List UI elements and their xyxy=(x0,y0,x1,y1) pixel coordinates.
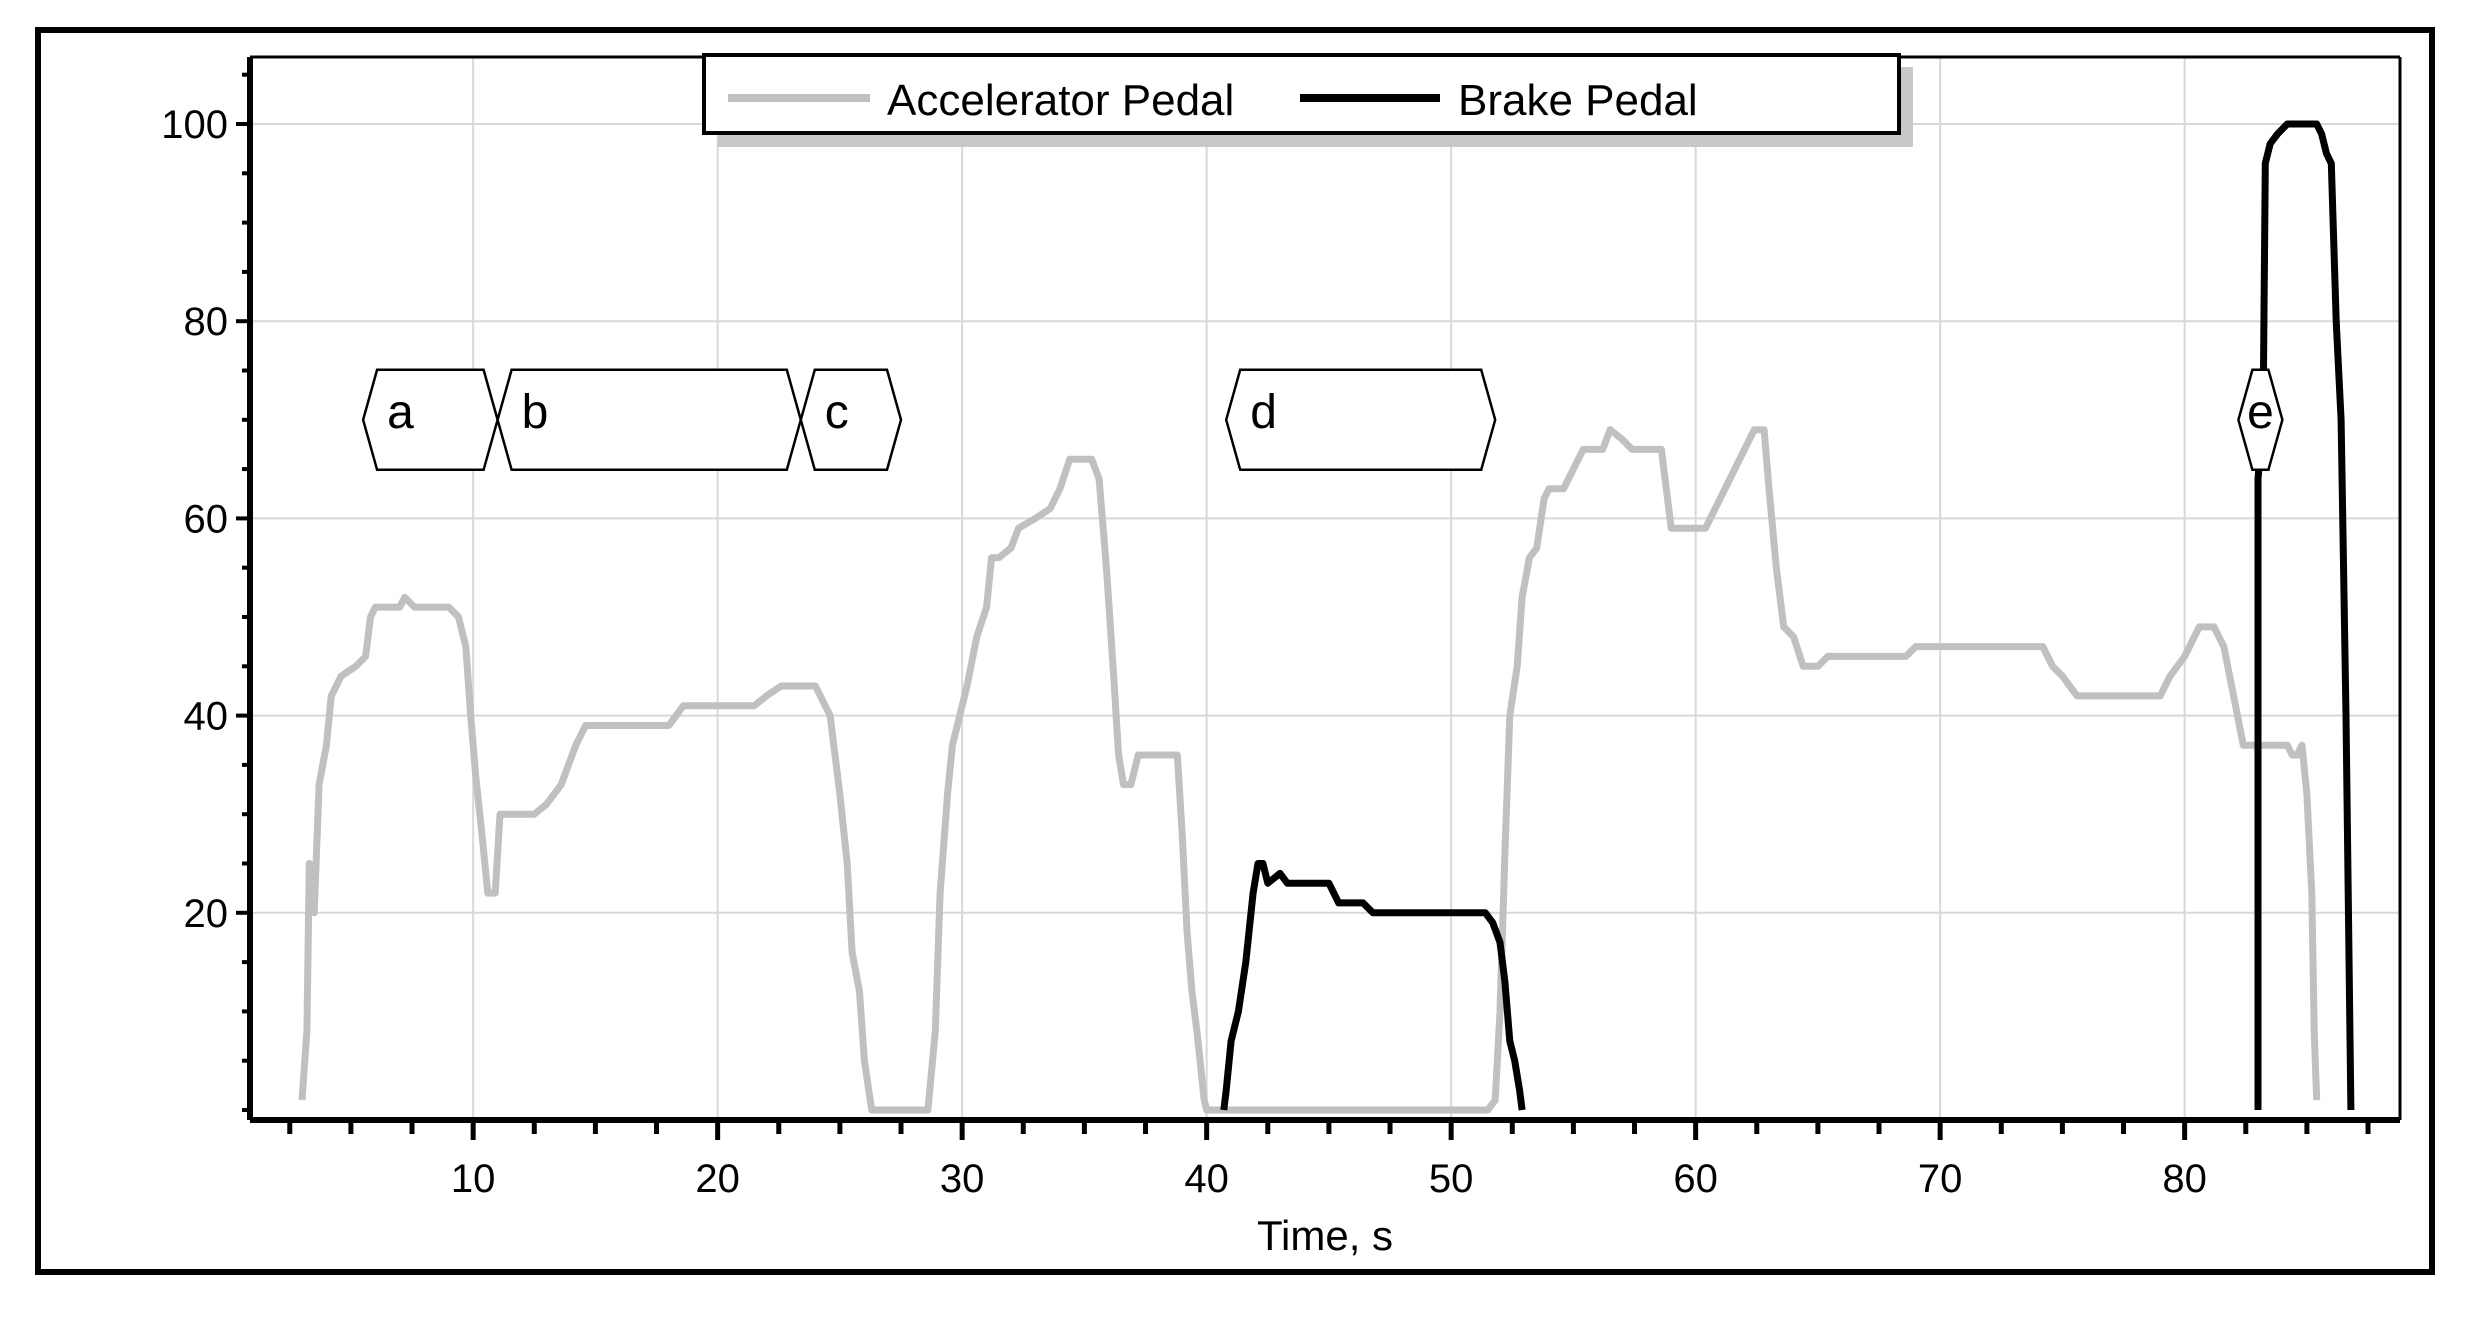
phase-label-d: d xyxy=(1250,386,1277,439)
phase-marker-d xyxy=(1224,368,1497,472)
annotations: a b c d e xyxy=(361,368,2284,472)
x-tick-label: 40 xyxy=(1184,1157,1229,1201)
y-tick-label: 80 xyxy=(184,300,229,344)
axes: 10 20 30 40 50 60 70 80 20 40 60 80 100 xyxy=(161,55,2402,1201)
grid xyxy=(250,57,2400,1120)
phase-label-e: e xyxy=(2247,386,2274,439)
x-axis-title: Time, s xyxy=(1257,1212,1393,1259)
phase-label-b: b xyxy=(522,386,549,439)
x-tick-label: 80 xyxy=(2162,1157,2207,1201)
y-tick-label: 100 xyxy=(161,103,228,147)
legend: Accelerator Pedal Brake Pedal xyxy=(702,53,1913,147)
x-tick-label: 30 xyxy=(940,1157,985,1201)
brake-pedal-line-segment-2 xyxy=(2254,120,2355,1111)
y-tick-label: 20 xyxy=(184,892,229,936)
brake-pedal-line xyxy=(1220,860,1526,1111)
y-tick-label: 60 xyxy=(184,497,229,541)
phase-label-c: c xyxy=(825,386,849,439)
x-tick-label: 50 xyxy=(1429,1157,1474,1201)
x-tick-label: 20 xyxy=(695,1157,740,1201)
phase-marker-a xyxy=(361,368,499,472)
y-tick-label: 40 xyxy=(184,695,229,739)
phase-label-a: a xyxy=(387,386,414,439)
x-tick-label: 60 xyxy=(1673,1157,1718,1201)
legend-label-brake: Brake Pedal xyxy=(1458,76,1698,125)
x-tick-label: 10 xyxy=(451,1157,496,1201)
chart-frame xyxy=(35,27,2435,1275)
phase-marker-e xyxy=(2237,368,2284,472)
phase-marker-c xyxy=(799,368,903,472)
legend-label-accelerator: Accelerator Pedal xyxy=(887,76,1234,125)
x-tick-label: 70 xyxy=(1918,1157,1963,1201)
series-lines xyxy=(298,120,2355,1114)
accelerator-pedal-line xyxy=(298,426,2321,1114)
